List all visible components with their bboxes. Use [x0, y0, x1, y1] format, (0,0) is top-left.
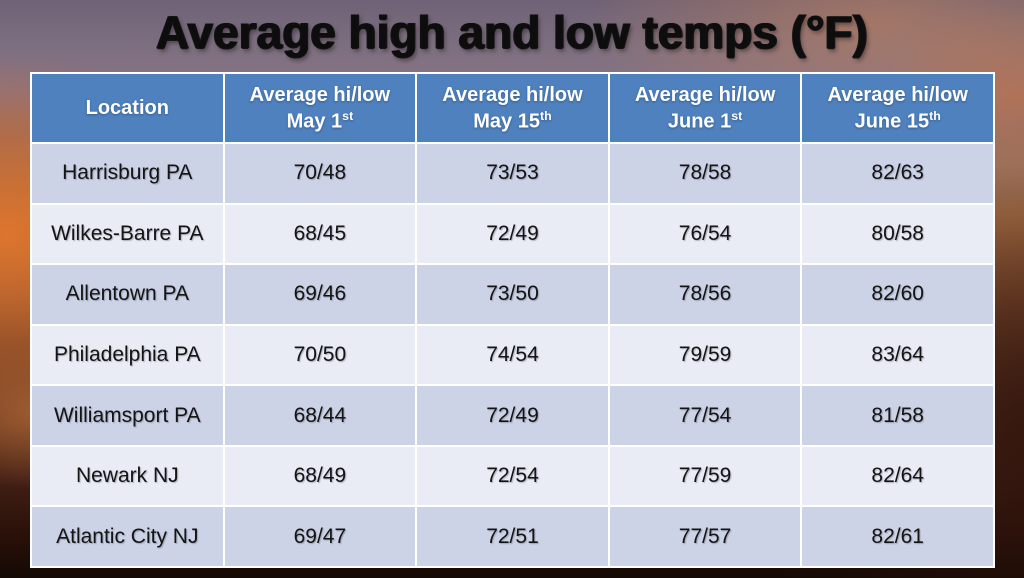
cell-value: 72/49 — [415, 384, 610, 447]
cell-value: 74/54 — [415, 323, 610, 387]
cell-value: 76/54 — [607, 202, 803, 266]
cell-value: 82/63 — [800, 142, 995, 205]
table-row: Atlantic City NJ 69/47 72/51 77/57 82/61 — [30, 505, 995, 568]
table-header: Location Average hi/low May 1st Average … — [30, 72, 995, 144]
cell-value: 70/48 — [222, 142, 418, 205]
column-header-june1: Average hi/low June 1st — [607, 72, 803, 144]
cell-location: Philadelphia PA — [30, 323, 225, 387]
column-header-may1: Average hi/low May 1st — [222, 72, 418, 144]
column-header-may15: Average hi/low May 15th — [415, 72, 610, 144]
table-row: Allentown PA 69/46 73/50 78/56 82/60 — [30, 263, 995, 326]
table-row: Wilkes-Barre PA 68/45 72/49 76/54 80/58 — [30, 202, 995, 266]
table-row: Newark NJ 68/49 72/54 77/59 82/64 — [30, 444, 995, 508]
cell-value: 73/53 — [415, 142, 610, 205]
cell-value: 77/59 — [607, 444, 803, 508]
cell-value: 68/45 — [222, 202, 418, 266]
column-header-date: June 15th — [854, 108, 941, 133]
table-row: Philadelphia PA 70/50 74/54 79/59 83/64 — [30, 323, 995, 387]
column-header-title: Location — [85, 97, 169, 119]
cell-location: Allentown PA — [30, 263, 225, 326]
cell-value: 82/61 — [800, 505, 995, 568]
cell-value: 73/50 — [415, 263, 610, 326]
cell-value: 69/46 — [222, 263, 418, 326]
column-header-title: Average hi/low — [827, 83, 968, 106]
cell-location: Harrisburg PA — [30, 142, 225, 205]
column-header-title: Average hi/low — [634, 83, 776, 106]
slide-title: Average high and low temps (°F) — [156, 6, 868, 58]
cell-value: 77/54 — [607, 384, 803, 447]
column-header-date: June 1st — [667, 108, 743, 133]
temps-table: Location Average hi/low May 1st Average … — [30, 72, 995, 568]
cell-value: 78/56 — [607, 263, 803, 326]
table-row: Harrisburg PA 70/48 73/53 78/58 82/63 — [30, 142, 995, 205]
cell-value: 72/54 — [415, 444, 610, 508]
cell-location: Wilkes-Barre PA — [30, 202, 225, 266]
column-header-title: Average hi/low — [442, 83, 583, 106]
cell-value: 68/44 — [222, 384, 418, 447]
cell-value: 79/59 — [607, 323, 803, 387]
cell-value: 81/58 — [800, 384, 995, 447]
cell-value: 83/64 — [800, 323, 995, 387]
cell-value: 68/49 — [222, 444, 418, 508]
cell-value: 70/50 — [222, 323, 418, 387]
cell-value: 82/60 — [800, 263, 995, 326]
cell-value: 72/51 — [415, 505, 610, 568]
header-row: Location Average hi/low May 1st Average … — [30, 72, 995, 144]
column-header-date: May 15th — [473, 108, 552, 133]
column-header-june15: Average hi/low June 15th — [800, 72, 995, 144]
column-header-location: Location — [30, 72, 225, 144]
cell-value: 80/58 — [800, 202, 995, 266]
column-header-date: May 1st — [286, 108, 354, 133]
cell-value: 77/57 — [607, 505, 803, 568]
column-header-title: Average hi/low — [249, 83, 391, 106]
cell-location: Newark NJ — [30, 444, 225, 508]
cell-value: 78/58 — [607, 142, 803, 205]
cell-location: Williamsport PA — [30, 384, 225, 447]
cell-value: 69/47 — [222, 505, 418, 568]
cell-value: 72/49 — [415, 202, 610, 266]
cell-location: Atlantic City NJ — [30, 505, 225, 568]
table-row: Williamsport PA 68/44 72/49 77/54 81/58 — [30, 384, 995, 447]
table-body: Harrisburg PA 70/48 73/53 78/58 82/63 Wi… — [30, 142, 995, 568]
cell-value: 82/64 — [800, 444, 995, 508]
